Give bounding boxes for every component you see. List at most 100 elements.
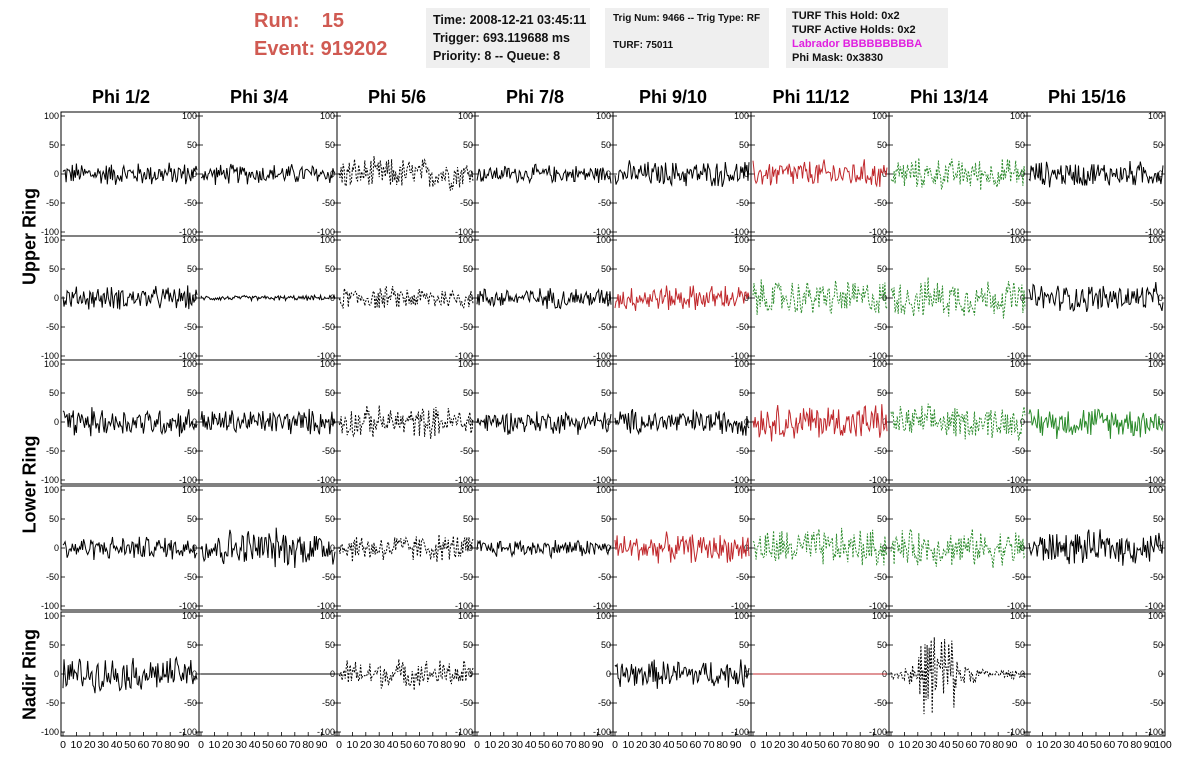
y-tick-label: 100 [734, 359, 749, 369]
x-tick-label: 80 [164, 739, 176, 751]
waveform-panel: 100 100 50 50 0 0 -50 -50 -100 -100 [41, 111, 200, 237]
x-tick-label: 0 [1026, 739, 1032, 751]
y-tick-label: -100 [41, 351, 59, 361]
x-tick-label: 90 [454, 739, 466, 751]
y-tick-label: 100 [458, 235, 473, 245]
y-tick-label: 50 [877, 514, 887, 524]
y-tick-label: -100 [179, 727, 197, 737]
y-tick-label: -100 [317, 475, 335, 485]
x-tick-label: 70 [289, 739, 301, 751]
y-tick-label: -100 [1145, 475, 1163, 485]
y-tick-label: -50 [184, 446, 197, 456]
y-tick-label: -50 [46, 572, 59, 582]
waveform-trace [62, 536, 198, 561]
y-tick-label: -50 [1012, 572, 1025, 582]
y-tick-label: 50 [877, 264, 887, 274]
waveform-trace [62, 285, 198, 310]
y-tick-label: 100 [872, 235, 887, 245]
y-tick-label: 50 [49, 640, 59, 650]
y-tick-label: -100 [731, 727, 749, 737]
y-tick-label: -100 [593, 475, 611, 485]
y-tick-label: -100 [317, 727, 335, 737]
y-tick-label: 0 [606, 543, 611, 553]
y-tick-label: 100 [458, 359, 473, 369]
y-tick-label: -50 [184, 698, 197, 708]
y-tick-label: -50 [322, 446, 335, 456]
panel-frame [1026, 611, 1166, 737]
waveform-trace [1028, 529, 1164, 566]
waveform-trace [752, 159, 888, 188]
y-tick-label: 50 [601, 264, 611, 274]
x-tick-label: 20 [222, 739, 234, 751]
x-tick-label: 20 [912, 739, 924, 751]
y-tick-label: -100 [731, 475, 749, 485]
x-tick-label: 60 [828, 739, 840, 751]
y-tick-label: 50 [601, 140, 611, 150]
x-tick-label: 90 [1144, 739, 1156, 751]
y-tick-label: 0 [192, 169, 197, 179]
x-tick-label: 30 [97, 739, 109, 751]
time-info-panel: Time: 2008-12-21 03:45:11 Trigger: 693.1… [426, 8, 590, 68]
x-tick-label: 50 [814, 739, 826, 751]
y-tick-label: -100 [731, 601, 749, 611]
x-tick-label: 40 [939, 739, 951, 751]
column-header: Phi 3/4 [229, 87, 289, 107]
x-tick-label: 30 [235, 739, 247, 751]
y-tick-label: 50 [49, 388, 59, 398]
y-tick-label: 100 [872, 111, 887, 121]
x-tick-label: 80 [578, 739, 590, 751]
y-tick-label: 100 [1010, 235, 1025, 245]
y-tick-label: 50 [1015, 514, 1025, 524]
y-tick-label: -50 [460, 698, 473, 708]
y-tick-label: -50 [46, 446, 59, 456]
x-tick-label: 80 [440, 739, 452, 751]
x-tick-label: 30 [649, 739, 661, 751]
y-tick-label: 100 [1010, 611, 1025, 621]
priority-queue-text: Priority: 8 -- Queue: 8 [433, 49, 561, 63]
y-tick-label: 50 [187, 514, 197, 524]
y-tick-label: 50 [463, 388, 473, 398]
y-tick-label: -50 [874, 198, 887, 208]
x-tick-label: 40 [525, 739, 537, 751]
y-tick-label: -50 [46, 322, 59, 332]
x-tick-label: 20 [498, 739, 510, 751]
y-tick-label: 100 [734, 611, 749, 621]
x-tick-label: 20 [84, 739, 96, 751]
y-tick-label: 100 [458, 485, 473, 495]
y-tick-label: -50 [1150, 322, 1163, 332]
run-number: Run: 15 [254, 10, 345, 32]
y-tick-label: 100 [458, 111, 473, 121]
x-tick-label: 90 [316, 739, 328, 751]
y-tick-label: -100 [41, 227, 59, 237]
y-tick-label: -100 [731, 351, 749, 361]
trig-num-text: Trig Num: 9466 -- Trig Type: RF [613, 13, 761, 24]
x-tick-label: 70 [979, 739, 991, 751]
y-tick-label: 0 [468, 669, 473, 679]
y-tick-label: -50 [736, 572, 749, 582]
x-tick-label: 60 [1104, 739, 1116, 751]
y-tick-label: 100 [320, 235, 335, 245]
x-tick-label: 50 [676, 739, 688, 751]
waveform-trace [338, 659, 474, 691]
waveform-trace [62, 655, 198, 694]
y-tick-label: 50 [325, 140, 335, 150]
x-tick-label: 90 [1006, 739, 1018, 751]
y-tick-label: -50 [1150, 446, 1163, 456]
waveform-trace [338, 405, 474, 439]
x-tick-label: 40 [663, 739, 675, 751]
x-tick-label: 0 [336, 739, 342, 751]
x-tick-label: 80 [1130, 739, 1142, 751]
x-tick-label: 50 [124, 739, 136, 751]
y-tick-label: -50 [736, 698, 749, 708]
y-tick-label: -100 [1007, 351, 1025, 361]
y-tick-label: 50 [601, 640, 611, 650]
y-tick-label: 0 [468, 169, 473, 179]
